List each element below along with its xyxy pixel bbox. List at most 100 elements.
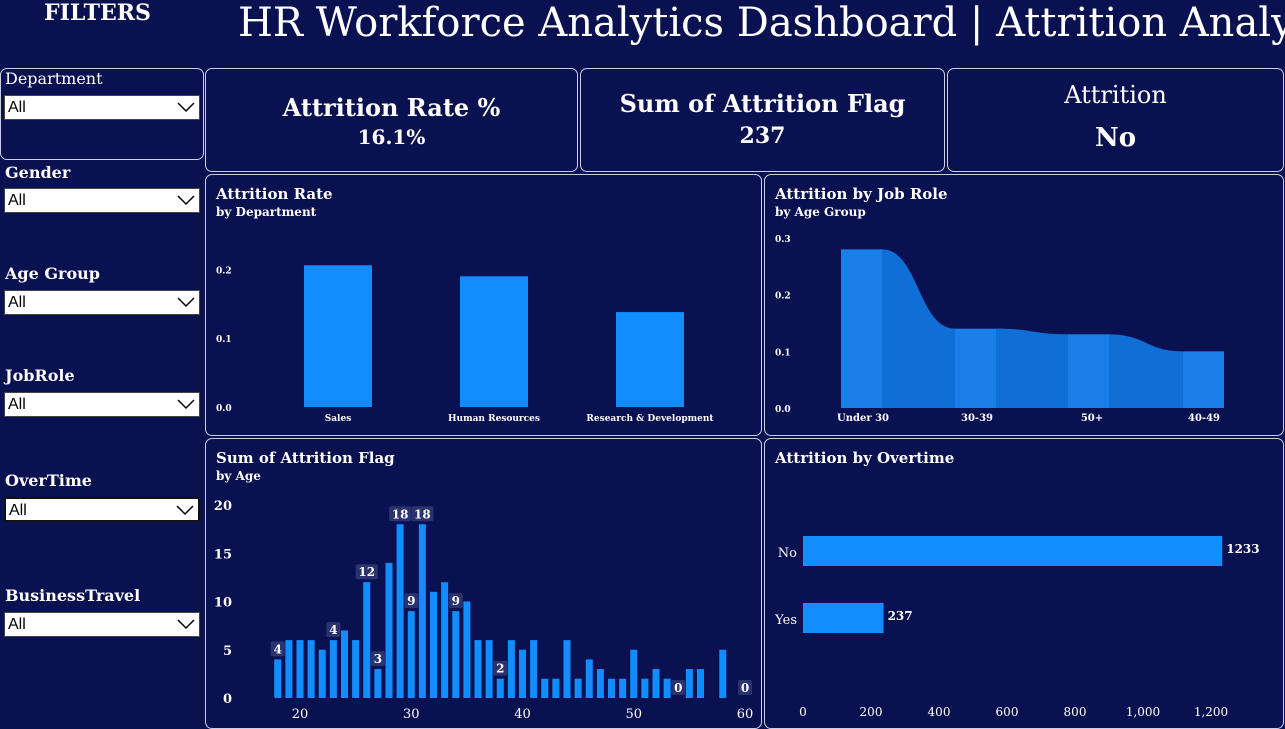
category-label: No <box>778 546 797 561</box>
data-label: 0 <box>741 681 749 695</box>
x-tick-label: 1,200 <box>1194 705 1228 719</box>
y-tick-label: 0.2 <box>775 292 791 302</box>
chart-attrition-by-department: Attrition Rate by Department 0.0 0.1 0.2 Sa… <box>205 174 762 436</box>
chevron-down-icon <box>177 195 195 206</box>
x-tick-label: 40-49 <box>1188 413 1220 424</box>
department-filter-select[interactable]: All <box>4 95 200 120</box>
ribbon-connector <box>1109 334 1183 408</box>
chevron-down-icon <box>177 297 195 308</box>
bar <box>474 640 482 698</box>
data-label: 18 <box>414 507 431 521</box>
bar <box>460 276 528 407</box>
bar <box>307 640 315 698</box>
kpi-attrition-rate-card: Attrition Rate % 16.1% <box>205 68 578 172</box>
department-bar-chart: 0.0 0.1 0.2 Sales Human Resources Research & … <box>216 265 714 424</box>
x-tick-label: 1,000 <box>1126 705 1160 719</box>
x-tick-label: Research & Development <box>586 414 714 424</box>
kpi-attrition-title: Attrition <box>1064 81 1167 109</box>
chart-attrition-by-age-group: Attrition by Job Role by Age Group 0.0 0.… <box>764 174 1284 436</box>
chart-subtitle: by Age Group <box>775 205 866 219</box>
ribbon-segment <box>1068 334 1109 408</box>
y-tick-label: 0.2 <box>216 266 232 276</box>
kpi-attrition-card: Attrition No <box>947 68 1284 172</box>
ribbon-segment <box>955 328 996 408</box>
bar <box>630 649 638 698</box>
y-tick-label: 0.0 <box>775 405 791 415</box>
data-label: 3 <box>374 652 382 666</box>
bar <box>552 678 560 698</box>
bar <box>341 630 348 698</box>
kpi-attrition-value: No <box>1094 123 1137 153</box>
bar <box>596 669 604 698</box>
y-tick-label: 10 <box>214 596 232 611</box>
bar <box>407 611 415 698</box>
bar <box>296 640 304 698</box>
gender-filter-select[interactable]: All <box>4 188 200 213</box>
bar <box>574 678 582 698</box>
x-tick-label: 50+ <box>1081 413 1103 424</box>
data-label: 237 <box>888 609 913 623</box>
kpi-attrition-flag-card: Sum of Attrition Flag 237 <box>580 68 945 172</box>
bar <box>585 659 593 698</box>
data-label-bg <box>270 641 285 657</box>
x-tick-label: 600 <box>996 705 1019 719</box>
bar <box>396 524 404 698</box>
data-label-bg <box>404 593 419 609</box>
chevron-down-icon <box>177 399 195 410</box>
chart-subtitle: by Department <box>216 205 317 219</box>
bar <box>452 611 460 698</box>
businesstravel-filter-select[interactable]: All <box>4 612 200 637</box>
bar <box>663 678 671 698</box>
ribbon-connector <box>996 328 1068 408</box>
ribbon-segment <box>841 249 882 408</box>
x-tick-label: 50 <box>625 707 642 722</box>
overtime-filter-select[interactable]: All <box>4 497 200 522</box>
chevron-down-icon <box>176 505 194 516</box>
bar <box>616 312 684 407</box>
age-group-filter-select[interactable]: All <box>4 290 200 315</box>
chart-attrition-by-overtime: Attrition by Overtime No 1233 Yes 237 0 200 40… <box>764 438 1284 729</box>
bar <box>374 669 382 698</box>
overtime-filter-label: OverTime <box>5 471 92 490</box>
bar <box>304 265 372 407</box>
chart-title: Sum of Attrition Flag <box>216 449 395 467</box>
y-tick-label: 0 <box>223 692 232 707</box>
bar <box>519 649 526 698</box>
x-tick-label: 400 <box>928 705 951 719</box>
businesstravel-filter-value: All <box>8 616 26 633</box>
x-tick-label: 30-39 <box>961 413 993 424</box>
data-label: 9 <box>407 594 415 608</box>
x-tick-label: 20 <box>292 707 309 722</box>
data-label-bg <box>448 593 463 609</box>
x-tick-label: Human Resources <box>448 414 540 424</box>
jobrole-filter-select[interactable]: All <box>4 392 200 417</box>
data-label-bg <box>738 680 752 695</box>
bar <box>619 678 627 698</box>
bar <box>803 603 884 633</box>
jobrole-filter-label: JobRole <box>5 366 75 385</box>
y-tick-label: 15 <box>214 547 232 562</box>
y-tick-label: 0.1 <box>775 348 791 358</box>
bar <box>719 649 727 698</box>
bar <box>274 659 282 698</box>
bar <box>803 536 1223 566</box>
chevron-down-icon <box>177 102 195 113</box>
bar <box>352 640 360 698</box>
bar <box>385 562 393 698</box>
bar <box>563 640 571 698</box>
data-label: 0 <box>674 681 682 695</box>
bar <box>697 669 704 698</box>
data-label-bg <box>355 564 378 580</box>
bar <box>418 524 426 698</box>
jobrole-filter-value: All <box>8 396 26 413</box>
y-tick-label: 0.1 <box>216 335 232 345</box>
age-group-filter-value: All <box>8 294 26 311</box>
data-label: 2 <box>496 662 504 676</box>
x-tick-label: Sales <box>325 414 352 424</box>
filters-title: FILTERS <box>44 0 151 26</box>
data-label-bg <box>493 660 508 676</box>
bar <box>608 678 615 698</box>
data-label-bg <box>411 506 434 522</box>
data-label: 9 <box>452 594 460 608</box>
ribbon-connector <box>882 249 955 408</box>
